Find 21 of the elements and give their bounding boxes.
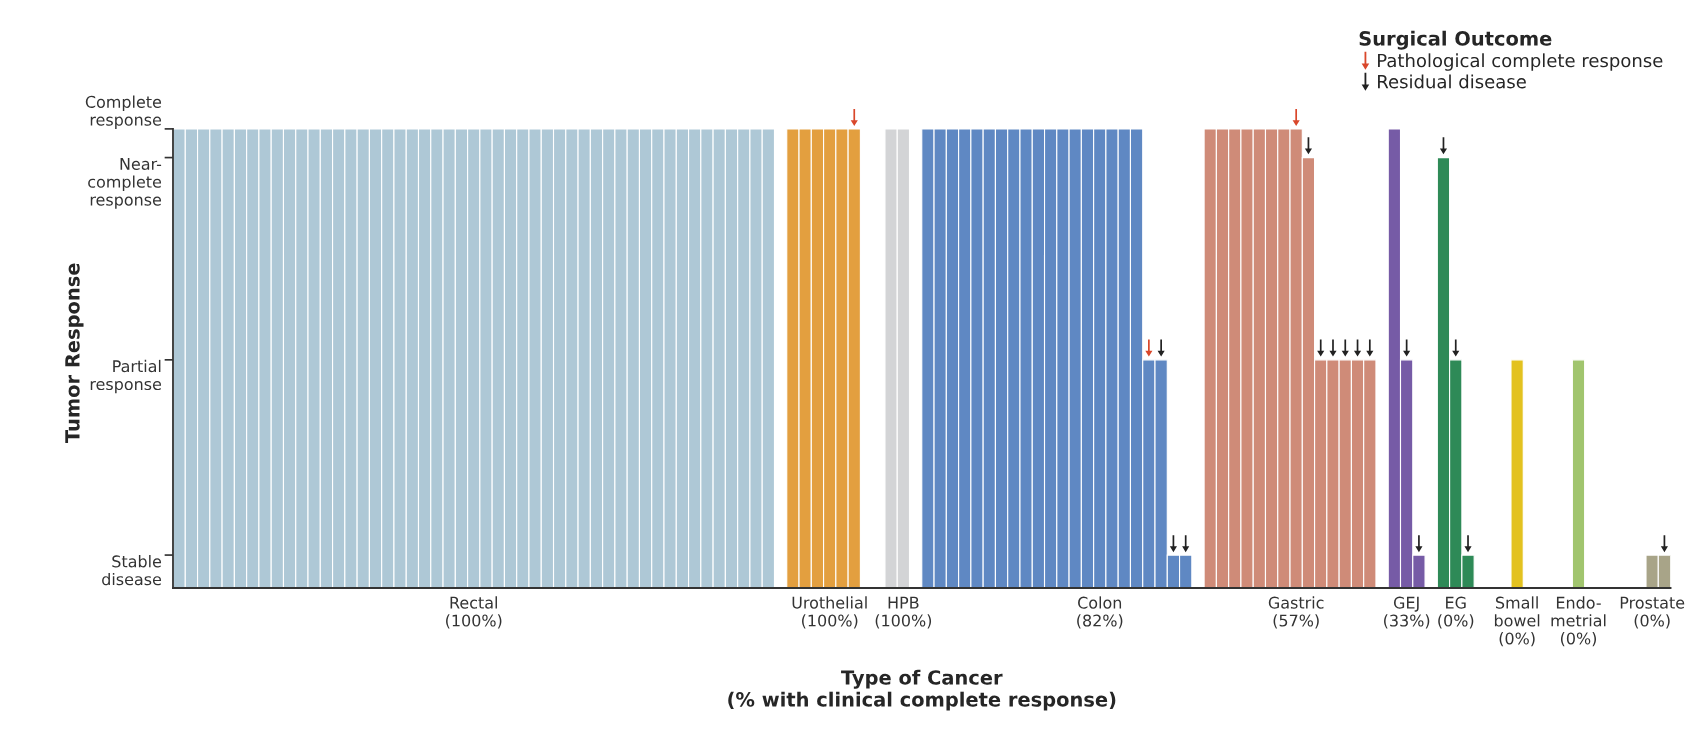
x-tick-label: GEJ (33%) [1384,596,1430,629]
text: Stable disease [102,555,162,586]
legend-label: Residual disease [1378,74,1526,89]
x-tick-label: Prostate (0%) [1620,596,1685,629]
bar [1571,359,1586,588]
x-tick-label: EG (0%) [1438,596,1474,629]
x-axis-title: Type of Cancer (% with clinical complete response) [728,669,1116,711]
text: Near- complete response [88,158,162,209]
x-tick-label: HPB (100%) [875,596,932,629]
x-tick-label: Gastric (57%) [1268,596,1324,629]
x-tick-label: Rectal (100%) [446,596,502,629]
legend-label: Pathological complete response [1378,53,1663,71]
legend-title: Surgical Outcome [1359,30,1552,50]
x-tick-label: Small bowel (0%) [1494,596,1540,647]
text: Complete response [85,95,162,129]
x-tick-label: Endo- metrial (0%) [1551,596,1606,647]
bar [1510,359,1524,588]
y-axis-title: Tumor Response [65,263,84,443]
x-tick-label: Colon (82%) [1077,596,1123,629]
x-tick-label: Urothelial (100%) [792,596,867,629]
text: Partial response [90,359,162,394]
